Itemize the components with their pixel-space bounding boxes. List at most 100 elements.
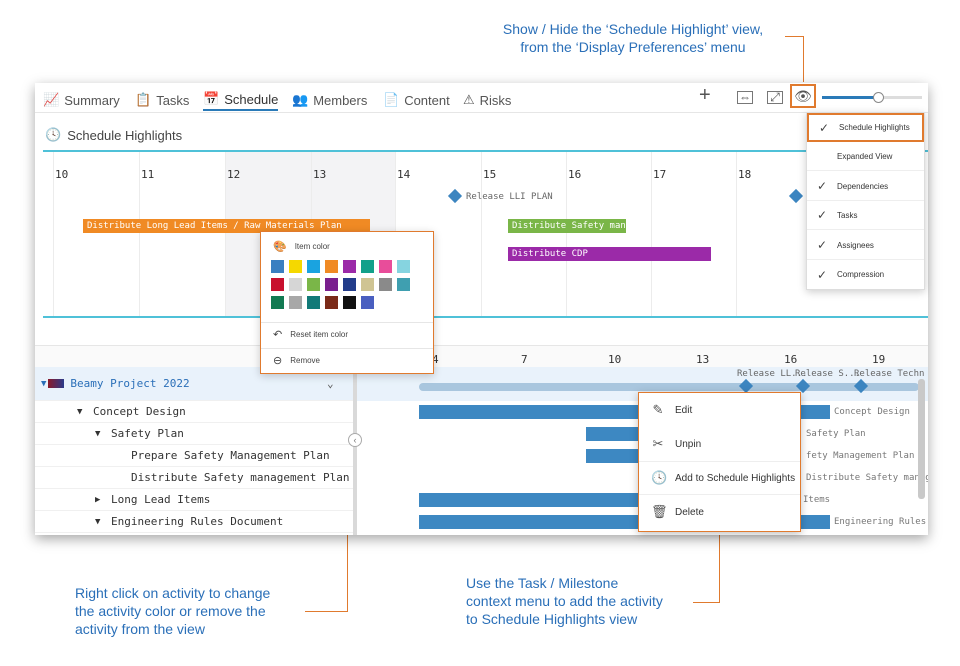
eye-icon[interactable]: 👁 <box>790 84 816 108</box>
caret-down-icon[interactable]: ▼ <box>77 406 83 417</box>
splitter[interactable]: ‹ <box>348 367 362 535</box>
tab-members[interactable]: 👥 Members <box>292 89 367 111</box>
color-swatch[interactable] <box>379 278 392 291</box>
unpin-menu-label: Unpin <box>675 438 702 450</box>
project-avatar <box>48 379 65 388</box>
highlight-bar-purple[interactable]: Distribute CDP <box>508 247 711 261</box>
delete-menu-item[interactable]: 🗑 Delete <box>639 495 800 529</box>
color-swatch[interactable] <box>361 278 374 291</box>
color-swatch[interactable] <box>379 260 392 273</box>
callout-right-line1: Use the Task / Milestone <box>466 575 619 591</box>
color-swatch[interactable] <box>325 296 338 309</box>
tab-risks-label: Risks <box>479 92 512 108</box>
color-swatch[interactable] <box>289 278 302 291</box>
milestone-label: Release LLI PLAN <box>466 192 553 202</box>
tab-tasks[interactable]: 📋 Tasks <box>135 89 189 111</box>
color-swatch[interactable] <box>397 260 410 273</box>
fit-width-icon[interactable]: ⇔ <box>737 90 753 104</box>
caret-down-icon[interactable]: ▼ <box>95 428 101 439</box>
caret-down-icon[interactable]: ▼ <box>41 378 47 389</box>
gantt-tick: 19 <box>872 353 886 366</box>
display-option-label: Compression <box>837 270 885 279</box>
day-gridline <box>225 152 226 316</box>
schedule-highlights-header: 🕓 Schedule Highlights <box>35 121 928 149</box>
day-number: 13 <box>313 168 327 181</box>
checkmark-icon: ✓ <box>816 208 828 222</box>
tab-content-label: Content <box>404 92 450 108</box>
edit-menu-item[interactable]: ✎ Edit <box>639 393 800 427</box>
warning-icon: ⚠ <box>463 92 475 107</box>
users-icon: 👥 <box>292 92 309 107</box>
color-swatch[interactable] <box>325 278 338 291</box>
tree-row[interactable]: ▼ Safety Plan <box>35 423 353 445</box>
color-swatch[interactable] <box>397 278 410 291</box>
color-swatch[interactable] <box>343 278 356 291</box>
color-swatch[interactable] <box>307 278 320 291</box>
add-to-schedule-highlights-menu-item[interactable]: 🕓 Add to Schedule Highlights <box>639 461 800 495</box>
callout-right-line3: to Schedule Highlights view <box>466 611 638 627</box>
gantt-tick: 4 <box>432 353 439 366</box>
add-icon[interactable]: + <box>699 84 711 106</box>
remove-item[interactable]: ⊖ Remove <box>273 354 320 367</box>
day-gridline <box>481 152 482 316</box>
tab-tasks-label: Tasks <box>156 92 190 108</box>
tab-content[interactable]: 📄 Content <box>383 89 450 111</box>
color-swatch[interactable] <box>271 260 284 273</box>
tab-members-label: Members <box>313 92 368 108</box>
color-swatch[interactable] <box>271 296 284 309</box>
tab-risks[interactable]: ⚠ Risks <box>463 89 511 111</box>
callout-left-connector <box>305 611 347 612</box>
callout-right-connector <box>693 602 719 603</box>
milestone-diamond[interactable] <box>788 188 804 204</box>
color-swatch[interactable] <box>325 260 338 273</box>
color-swatch[interactable] <box>307 260 320 273</box>
gantt-bar-label: Safety Plan <box>806 429 866 439</box>
tab-summary-label: Summary <box>64 92 120 108</box>
gantt-bar[interactable] <box>419 383 919 391</box>
color-swatch[interactable] <box>271 278 284 291</box>
color-swatch[interactable] <box>361 260 374 273</box>
collapse-left-icon[interactable]: ‹ <box>348 433 362 447</box>
unpin-menu-item[interactable]: ✂ Unpin <box>639 427 800 461</box>
palette-icon: 🎨 <box>273 241 287 253</box>
display-option-compression[interactable]: ✓ Compression <box>807 260 924 289</box>
tree-row[interactable]: Prepare Safety Management Plan <box>35 445 353 467</box>
milestone-label: Release Techn <box>854 369 925 379</box>
display-option-schedule-highlights[interactable]: ✓ Schedule Highlights <box>807 113 924 142</box>
color-swatch[interactable] <box>289 296 302 309</box>
callout-top-line1: Show / Hide the ‘Schedule Highlight’ vie… <box>502 21 764 37</box>
caret-right-icon[interactable]: ▶ <box>95 494 101 505</box>
tree-row[interactable]: ▶ Long Lead Items <box>35 489 353 511</box>
tree-row[interactable]: ▼ Concept Design <box>35 401 353 423</box>
callout-top: Show / Hide the ‘Schedule Highlight’ vie… <box>488 20 778 56</box>
day-number: 12 <box>227 168 241 181</box>
color-swatch[interactable] <box>307 296 320 309</box>
highlight-bar-orange[interactable]: Distribute Long Lead Items / Raw Materia… <box>83 219 370 233</box>
callout-left-line1: Right click on activity to change <box>75 585 271 601</box>
color-swatch[interactable] <box>289 260 302 273</box>
remove-label: Remove <box>290 356 321 365</box>
display-option-assignees[interactable]: ✓ Assignees <box>807 231 924 260</box>
unpin-icon: ✂ <box>652 436 664 451</box>
display-option-tasks[interactable]: ✓ Tasks <box>807 201 924 230</box>
day-number: 16 <box>568 168 582 181</box>
zoom-slider-handle[interactable] <box>873 92 884 103</box>
fullscreen-icon[interactable]: ⤢ <box>767 91 783 104</box>
tab-schedule[interactable]: 📅 Schedule <box>203 89 279 111</box>
caret-down-icon[interactable]: ▼ <box>95 516 101 527</box>
display-option-expanded-view[interactable]: Expanded View <box>807 142 924 171</box>
tree-row[interactable]: ▼ Engineering Rules Document <box>35 511 353 533</box>
menu-divider <box>261 322 433 323</box>
milestone-diamond[interactable] <box>447 188 463 204</box>
highlight-bar-green[interactable]: Distribute Safety man... <box>508 219 626 233</box>
color-swatch[interactable] <box>343 296 356 309</box>
color-swatch[interactable] <box>343 260 356 273</box>
vertical-scrollbar[interactable] <box>918 379 925 499</box>
reset-item-color[interactable]: ↶ Reset item color <box>273 328 348 341</box>
chevron-down-icon[interactable]: ⌄ <box>327 377 334 390</box>
tree-row[interactable]: Distribute Safety management Plan <box>35 467 353 489</box>
display-option-dependencies[interactable]: ✓ Dependencies <box>807 172 924 201</box>
tab-summary[interactable]: 📈 Summary <box>43 89 120 111</box>
chart-line-icon: 📈 <box>43 92 60 107</box>
color-swatch[interactable] <box>361 296 374 309</box>
